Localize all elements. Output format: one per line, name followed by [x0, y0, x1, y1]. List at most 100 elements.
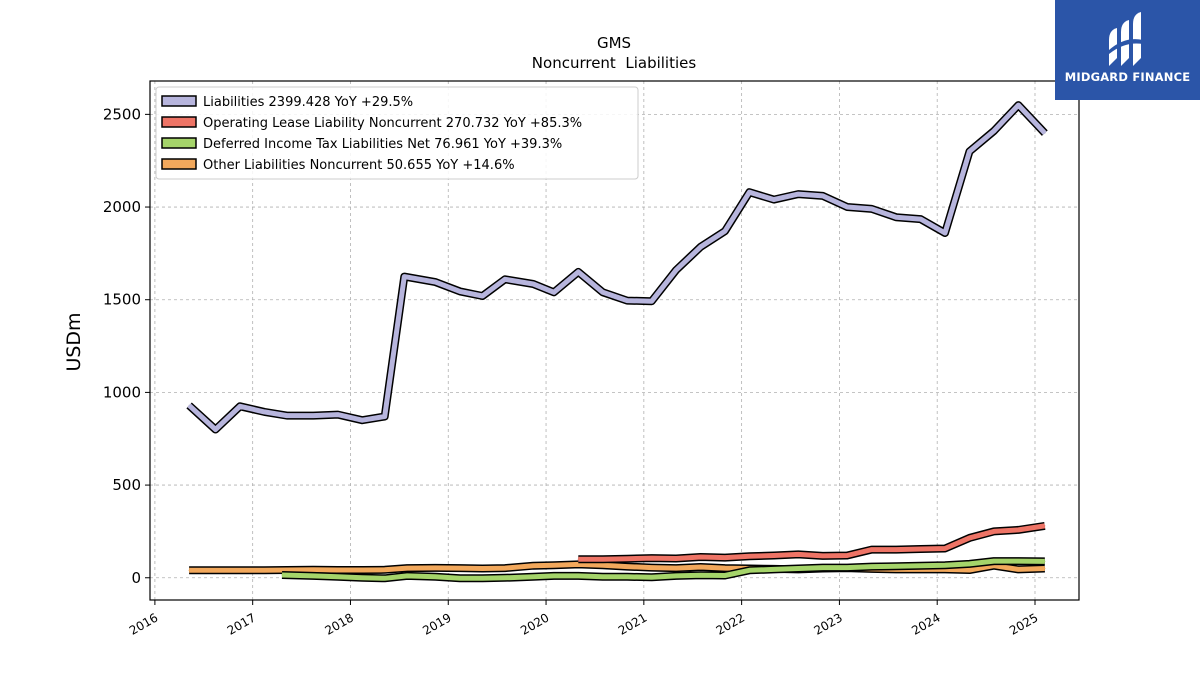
data-point	[286, 569, 288, 571]
data-point	[968, 563, 971, 565]
data-point	[871, 566, 873, 568]
data-point	[724, 567, 726, 569]
data-point	[773, 568, 775, 571]
data-point	[577, 575, 579, 577]
data-point	[968, 569, 971, 571]
brand-mark-icon	[1109, 12, 1143, 66]
x-tick-label: 2023	[811, 610, 844, 637]
legend-label: Operating Lease Liability Noncurrent 270…	[203, 116, 582, 131]
data-point	[1044, 525, 1046, 527]
data-point	[724, 574, 726, 577]
series-layer	[186, 101, 1048, 583]
data-point	[263, 411, 265, 413]
data-point	[577, 271, 579, 273]
data-point	[602, 558, 604, 560]
data-point	[993, 565, 995, 567]
data-point	[504, 577, 506, 579]
y-tick-label: 2500	[103, 105, 141, 123]
data-point	[188, 569, 190, 571]
data-point	[504, 278, 506, 280]
x-tick-label: 2021	[616, 610, 649, 637]
data-point	[532, 283, 534, 285]
data-point	[434, 567, 437, 569]
data-point	[553, 564, 555, 566]
data-point	[553, 575, 555, 577]
data-point	[871, 549, 873, 551]
data-point	[700, 566, 702, 568]
data-point	[406, 575, 408, 577]
data-point	[602, 564, 604, 566]
data-point	[748, 555, 751, 557]
data-point	[1044, 560, 1046, 563]
y-tick-label: 2000	[103, 198, 141, 216]
data-point	[675, 557, 677, 560]
data-point	[312, 569, 314, 571]
x-tick-label: 2016	[127, 610, 160, 637]
data-point	[944, 547, 946, 550]
data-point	[532, 565, 534, 567]
y-tick-label: 1000	[103, 383, 141, 401]
series-liabilities	[186, 101, 1048, 434]
data-point	[1017, 104, 1020, 106]
legend-label: Other Liabilities Noncurrent 50.655 YoY …	[203, 158, 515, 173]
data-point	[286, 415, 288, 417]
data-point	[1017, 529, 1020, 531]
data-point	[993, 530, 995, 533]
data-point	[602, 576, 604, 578]
data-point	[626, 576, 628, 578]
data-point	[773, 199, 775, 201]
legend-swatch	[161, 95, 197, 107]
data-point	[822, 555, 824, 557]
data-point	[459, 567, 461, 569]
data-point	[651, 300, 653, 302]
data-point	[895, 216, 897, 218]
legend: Liabilities 2399.428 YoY +29.5% Operating…	[155, 86, 639, 180]
data-point	[797, 567, 799, 570]
data-point	[384, 569, 386, 571]
data-point	[626, 566, 628, 568]
series-line	[281, 558, 1045, 581]
data-point	[361, 419, 363, 421]
data-point	[337, 576, 339, 578]
data-point	[651, 576, 653, 578]
data-point	[920, 218, 922, 220]
data-point	[403, 276, 405, 278]
legend-swatch	[161, 137, 197, 149]
data-point	[239, 569, 241, 571]
data-point	[504, 567, 506, 569]
data-point	[773, 554, 775, 557]
series-deferred-income-tax-liabilities-net	[281, 557, 1046, 583]
data-point	[188, 404, 190, 406]
data-point	[944, 564, 946, 566]
chart-title: GMS	[597, 34, 631, 52]
series-line	[187, 102, 1047, 432]
data-point	[700, 574, 702, 576]
data-point	[822, 195, 824, 197]
data-point	[1044, 567, 1046, 570]
brand-logo: MIDGARD FINANCE	[1055, 0, 1200, 100]
data-point	[577, 563, 579, 566]
data-point	[312, 415, 314, 417]
axes: 2016 2017 2018 2019 2020 2021 2022 2023 2024 2025…	[103, 105, 1041, 638]
data-point	[459, 577, 461, 579]
data-point	[602, 291, 604, 293]
data-point	[1017, 568, 1020, 571]
data-point	[944, 232, 946, 234]
data-point	[1044, 132, 1046, 134]
x-tick-label: 2017	[225, 610, 258, 637]
data-point	[822, 567, 824, 569]
data-point	[700, 556, 702, 558]
data-point	[239, 405, 241, 407]
data-point	[312, 575, 314, 577]
data-point	[700, 246, 702, 248]
data-point	[337, 414, 339, 416]
data-point	[459, 290, 461, 292]
data-point	[361, 569, 363, 571]
y-tick-label: 1500	[103, 291, 141, 309]
y-tick-label: 500	[112, 476, 141, 494]
data-point	[651, 567, 653, 569]
data-point	[748, 191, 751, 193]
legend-swatch	[161, 158, 197, 170]
chart-subtitle: Noncurrent Liabilities	[532, 54, 697, 72]
